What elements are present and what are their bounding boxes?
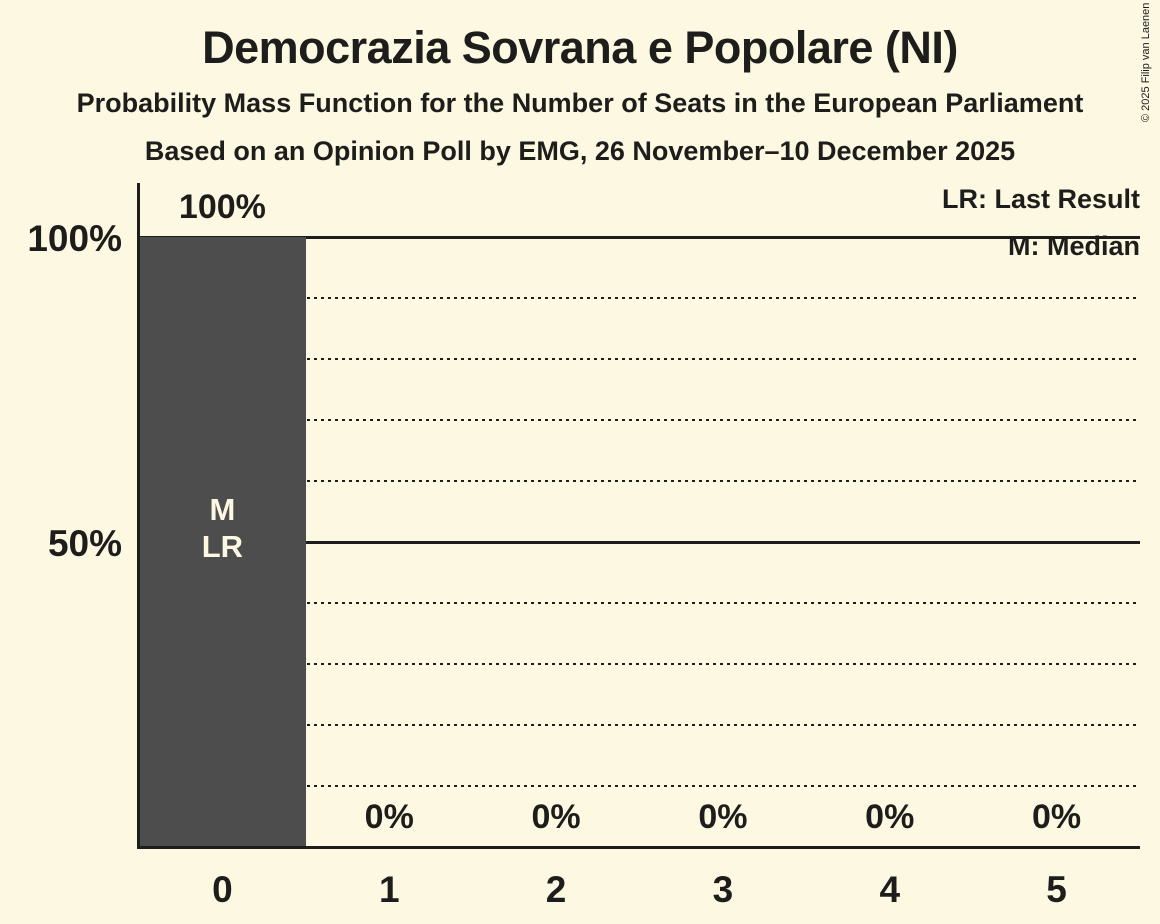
value-label-seats-5: 0%	[1032, 798, 1082, 836]
chart-source-line: Based on an Opinion Poll by EMG, 26 Nove…	[144, 136, 1016, 166]
x-tick-label-seats-0: 0	[212, 869, 233, 910]
x-tick-label-seats-4: 4	[879, 869, 901, 910]
gridline-dotted-30pct	[139, 663, 1140, 665]
gridline-dotted-40pct	[139, 602, 1140, 604]
gridline-dotted-20pct	[139, 724, 1140, 726]
x-tick-label-seats-2: 2	[545, 869, 567, 910]
gridline-dotted-70pct	[139, 419, 1140, 421]
gridline-solid-50pct	[139, 541, 1140, 544]
gridline-dotted-10pct	[139, 785, 1140, 787]
legend-median: M: Median	[1008, 231, 1140, 261]
x-axis-line	[137, 846, 1140, 849]
x-tick-label-seats-3: 3	[712, 869, 734, 910]
value-label-seats-4: 0%	[865, 798, 915, 836]
value-label-seats-1: 0%	[364, 798, 414, 836]
last-result-marker-label: LR	[201, 529, 244, 564]
median-marker-label: M	[209, 492, 236, 527]
gridline-solid-100pct	[139, 236, 1140, 239]
gridline-dotted-80pct	[139, 358, 1140, 360]
value-label-seats-0: 100%	[178, 188, 266, 226]
chart-subtitle: Probability Mass Function for the Number…	[76, 88, 1084, 118]
x-tick-label-seats-5: 5	[1046, 869, 1067, 910]
y-axis-line	[137, 183, 140, 849]
gridline-dotted-90pct	[139, 297, 1140, 299]
bar-annotation-median-lastresult: M LR	[139, 491, 306, 565]
bar-seats-0	[139, 237, 306, 847]
legend-last-result: LR: Last Result	[941, 184, 1140, 214]
x-tick-label-seats-1: 1	[378, 869, 400, 910]
chart-title: Democrazia Sovrana e Popolare (NI)	[202, 22, 958, 73]
copyright-text: © 2025 Filip van Laenen	[1140, 2, 1152, 122]
y-tick-label-100: 100%	[27, 218, 122, 259]
gridline-dotted-60pct	[139, 480, 1140, 482]
value-label-seats-2: 0%	[531, 798, 581, 836]
value-label-seats-3: 0%	[698, 798, 748, 836]
y-tick-label-50: 50%	[47, 523, 122, 564]
